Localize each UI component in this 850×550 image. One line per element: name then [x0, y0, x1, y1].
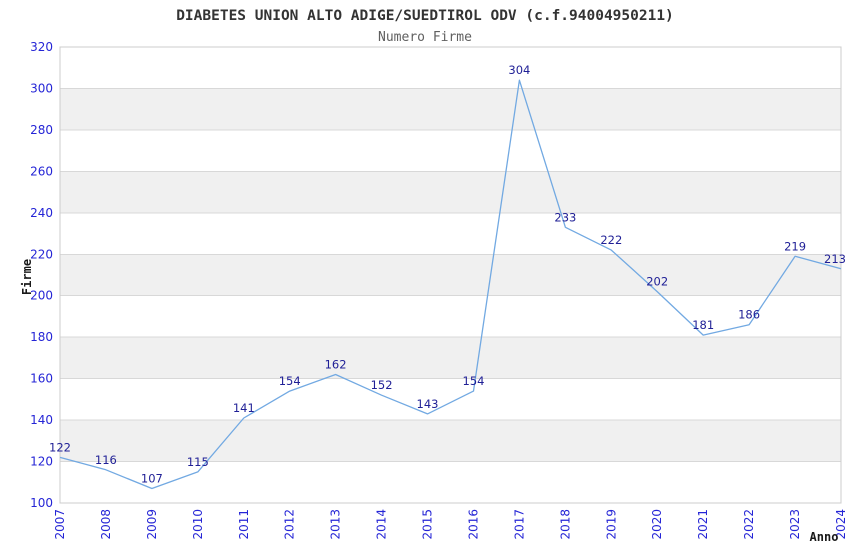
x-tick-label: 2018: [558, 509, 572, 540]
x-tick-label: 2022: [742, 509, 756, 540]
data-series-line: [59, 79, 842, 490]
data-point-label: 181: [692, 318, 714, 332]
band-rect: [60, 420, 841, 462]
y-tick-label: 120: [30, 455, 53, 469]
y-tick-label: 180: [30, 330, 53, 344]
y-tick-label: 140: [30, 413, 53, 427]
data-point-label: 107: [141, 472, 163, 486]
y-axis-title: Firme: [20, 259, 34, 295]
data-point-label: 116: [95, 453, 117, 467]
x-tick-label: 2017: [512, 509, 526, 540]
y-tick-label: 260: [30, 164, 53, 178]
x-tick-label: 2011: [237, 509, 251, 540]
x-tick-label: 2008: [99, 509, 113, 540]
data-point-label: 141: [233, 401, 255, 415]
data-point-label: 202: [646, 275, 668, 289]
plot-alternating-bands: [60, 88, 841, 462]
y-tick-label: 280: [30, 123, 53, 137]
data-point-label: 122: [49, 440, 71, 454]
x-tick-label: 2019: [604, 509, 618, 540]
x-tick-label: 2023: [788, 509, 802, 540]
x-tick-label: 2015: [421, 509, 435, 540]
x-tick-label: 2010: [191, 509, 205, 540]
x-tick-label: 2007: [53, 509, 67, 540]
data-point-label: 162: [325, 358, 347, 372]
x-tick-label: 2021: [696, 509, 710, 540]
y-tick-label: 240: [30, 206, 53, 220]
y-tick-label: 100: [30, 496, 53, 510]
plot-border: [59, 46, 842, 504]
data-point-label: 222: [600, 233, 622, 247]
plot-gridlines: [60, 87, 841, 463]
band-rect: [60, 88, 841, 130]
data-point-label: 304: [508, 63, 530, 77]
x-tick-label: 2013: [329, 509, 343, 540]
data-point-label: 115: [187, 455, 209, 469]
x-tick-label: 2024: [834, 509, 848, 540]
x-axis-title: Anno: [810, 530, 839, 544]
y-tick-label: 300: [30, 81, 53, 95]
data-point-label: 154: [279, 374, 301, 388]
x-tick-label: 2012: [283, 509, 297, 540]
x-tick-label: 2014: [375, 509, 389, 540]
data-point-labels: 122 116 107 115 141 154 162 152 143 154 304 233 222 2…: [49, 63, 846, 485]
data-point-label: 186: [738, 308, 760, 322]
x-axis-tick-labels: 2007 2008 2009 2010 2011 2012 2013 2014 2015 2016…: [53, 509, 848, 540]
y-tick-label: 160: [30, 372, 53, 386]
band-rect: [60, 171, 841, 213]
y-tick-label: 200: [30, 289, 53, 303]
y-axis-tick-labels: 100 120 140 160 180 200 220 240 260 280 300 320: [30, 40, 53, 510]
data-point-label: 152: [371, 378, 393, 392]
data-point-label: 219: [784, 239, 806, 253]
chart-subtitle: Numero Firme: [378, 30, 472, 45]
x-tick-label: 2009: [145, 509, 159, 540]
x-tick-label: 2016: [466, 509, 480, 540]
chart-title: DIABETES UNION ALTO ADIGE/SUEDTIROL ODV …: [176, 8, 674, 24]
data-point-label: 154: [463, 374, 485, 388]
data-point-label: 143: [417, 397, 439, 411]
y-tick-label: 320: [30, 40, 53, 54]
band-rect: [60, 254, 841, 296]
band-rect: [60, 337, 841, 379]
x-tick-label: 2020: [650, 509, 664, 540]
series-line: [59, 79, 842, 490]
data-point-label: 233: [554, 210, 576, 224]
data-point-label: 213: [824, 252, 846, 266]
y-tick-label: 220: [30, 247, 53, 261]
